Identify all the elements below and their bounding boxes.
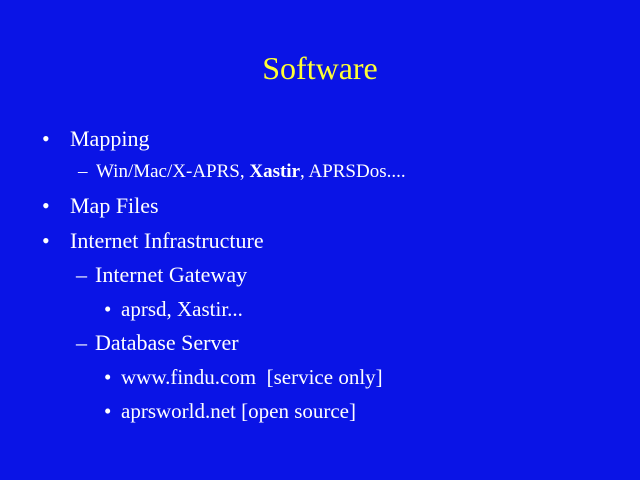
subbullet-text: Database Server: [95, 330, 239, 355]
subbullet-text-bold: Xastir: [249, 161, 301, 182]
bullet-icon: •: [42, 193, 50, 218]
bullet-icon: •: [104, 399, 112, 423]
slide-title: Software: [262, 50, 378, 86]
subbullet-text-part1: Win/Mac/X-APRS,: [96, 161, 250, 182]
subbullet-text: Internet Gateway: [95, 262, 248, 287]
subsubbullet-text: aprsworld.net [open source]: [121, 399, 356, 423]
bullet-text: Internet Infrastructure: [70, 228, 264, 253]
bullet-icon: •: [42, 228, 50, 253]
subbullet-text-part3: , APRSDos....: [300, 161, 406, 182]
subsubbullet-text: www.findu.com [service only]: [121, 365, 383, 389]
bullet-text: Map Files: [70, 193, 159, 218]
bullet-icon: •: [42, 126, 50, 151]
subsubbullet-text: aprsd, Xastir...: [121, 297, 243, 321]
dash-icon: –: [78, 161, 88, 182]
bullet-text: Mapping: [70, 126, 150, 151]
bullet-icon: •: [104, 365, 112, 389]
dash-icon: –: [76, 330, 87, 355]
bullet-icon: •: [104, 297, 112, 321]
subbullet-text: Win/Mac/X-APRS, Xastir, APRSDos....: [96, 160, 406, 184]
dash-icon: –: [76, 262, 87, 287]
